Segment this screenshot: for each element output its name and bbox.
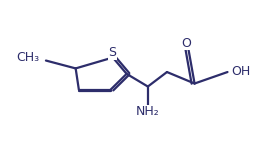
Text: CH₃: CH₃ [16, 51, 39, 64]
Text: NH₂: NH₂ [136, 105, 160, 118]
Text: S: S [109, 46, 116, 59]
Text: O: O [181, 37, 191, 49]
Text: OH: OH [232, 65, 251, 78]
